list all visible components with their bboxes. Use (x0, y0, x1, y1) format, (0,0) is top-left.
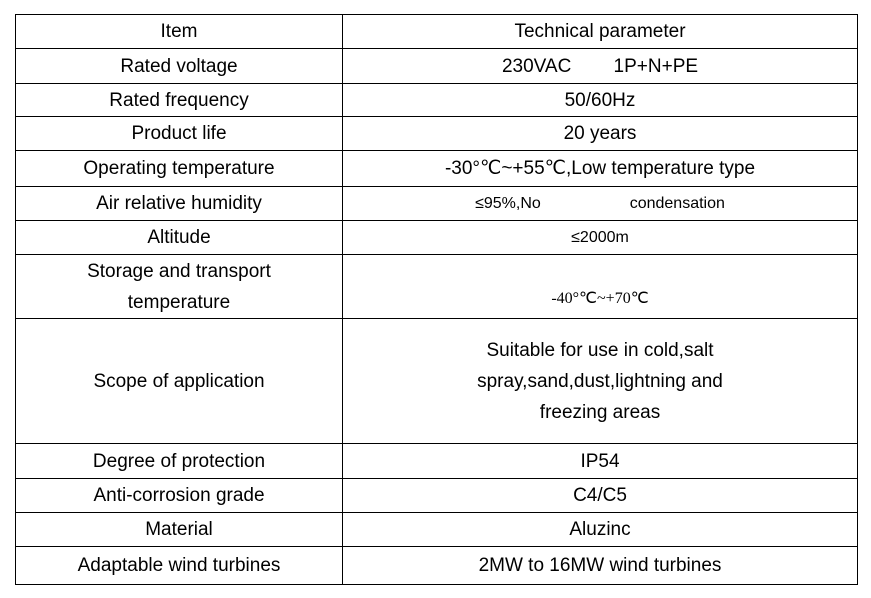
item-cell: Anti-corrosion grade (15, 478, 343, 513)
table-row: Altitude ≤2000m (15, 220, 858, 255)
value-cell: 20 years (342, 116, 858, 151)
cell-text: Storage and transport temperature (87, 260, 277, 313)
item-cell: Degree of protection (15, 443, 343, 479)
item-cell: Scope of application (15, 318, 343, 444)
header-row: Item Technical parameter (15, 14, 858, 49)
item-cell: Product life (15, 116, 343, 151)
value-cell: ≤2000m (342, 220, 858, 255)
value-cell: IP54 (342, 443, 858, 479)
item-cell: Air relative humidity (15, 186, 343, 221)
table-row: Rated frequency 50/60Hz (15, 83, 858, 117)
value-cell: ≤95%,No condensation (342, 186, 858, 221)
table-row: Scope of application Suitable for use in … (15, 318, 858, 444)
item-cell: Altitude (15, 220, 343, 255)
header-cell: Item (15, 14, 343, 49)
header-cell: Technical parameter (342, 14, 858, 49)
table-row: Operating temperature -30°℃~+55℃,Low temp… (15, 150, 858, 187)
cell-text: Suitable for use in cold,salt spray,sand… (477, 339, 729, 423)
value-cell: 50/60Hz (342, 83, 858, 117)
table-row: Material Aluzinc (15, 512, 858, 547)
table-row: Air relative humidity ≤95%,No condensatio… (15, 186, 858, 221)
item-cell: Rated voltage (15, 48, 343, 84)
item-cell: Operating temperature (15, 150, 343, 187)
value-cell: -30°℃~+55℃,Low temperature type (342, 150, 858, 187)
table-row: Product life 20 years (15, 116, 858, 151)
value-cell: 230VAC 1P+N+PE (342, 48, 858, 84)
item-cell: Storage and transport temperature (15, 254, 343, 319)
value-cell: C4/C5 (342, 478, 858, 513)
table-body: Item Technical parameter Rated voltage 23… (15, 14, 858, 585)
item-cell: Rated frequency (15, 83, 343, 117)
spec-table: Item Technical parameter Rated voltage 23… (15, 14, 858, 585)
value-cell: Suitable for use in cold,salt spray,sand… (342, 318, 858, 444)
table-row: Adaptable wind turbines 2MW to 16MW wind … (15, 546, 858, 585)
value-cell: Aluzinc (342, 512, 858, 547)
value-cell: 2MW to 16MW wind turbines (342, 546, 858, 585)
table-row: Storage and transport temperature -40°℃~+… (15, 254, 858, 319)
value-cell: -40°℃~+70℃ (342, 254, 858, 319)
table-row: Anti-corrosion grade C4/C5 (15, 478, 858, 513)
item-cell: Material (15, 512, 343, 547)
table-row: Degree of protection IP54 (15, 443, 858, 479)
table-row: Rated voltage 230VAC 1P+N+PE (15, 48, 858, 84)
item-cell: Adaptable wind turbines (15, 546, 343, 585)
